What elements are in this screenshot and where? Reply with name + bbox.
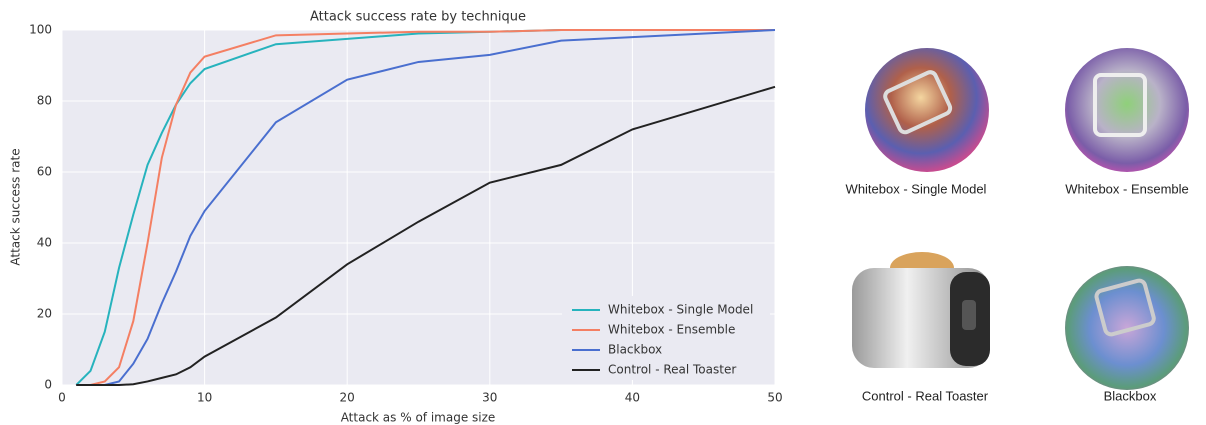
caption: Blackbox	[1104, 388, 1157, 403]
x-tick-label: 50	[767, 391, 782, 405]
chart-title: Attack success rate by technique	[310, 10, 526, 25]
figure: Attack success rate by technique Attack …	[0, 0, 1206, 425]
x-tick-label: 0	[58, 391, 66, 405]
page: Attack success rate by technique Attack …	[0, 0, 1206, 425]
legend-label: Control - Real Toaster	[608, 363, 736, 377]
y-tick-label: 40	[37, 236, 52, 250]
legend-label: Whitebox - Ensemble	[608, 323, 735, 337]
caption: Whitebox - Single Model	[846, 181, 987, 196]
y-tick-label: 20	[37, 307, 52, 321]
y-tick-label: 80	[37, 94, 52, 108]
x-tick-label: 20	[340, 391, 355, 405]
legend-label: Whitebox - Single Model	[608, 303, 753, 317]
y-tick-label: 0	[44, 378, 52, 392]
caption: Whitebox - Ensemble	[1065, 181, 1189, 196]
y-tick-label: 60	[37, 165, 52, 179]
x-tick-label: 10	[197, 391, 212, 405]
y-axis-label: Attack success rate	[9, 148, 23, 265]
image-whitebox-single	[865, 48, 989, 172]
image-real-toaster	[852, 252, 990, 368]
x-tick-label: 40	[625, 391, 640, 405]
x-axis-label: Attack as % of image size	[341, 411, 496, 425]
caption: Control - Real Toaster	[862, 388, 989, 403]
image-whitebox-ensemble	[1065, 48, 1189, 172]
y-tick-label: 100	[29, 23, 52, 37]
legend-label: Blackbox	[608, 343, 662, 357]
x-tick-label: 30	[482, 391, 497, 405]
